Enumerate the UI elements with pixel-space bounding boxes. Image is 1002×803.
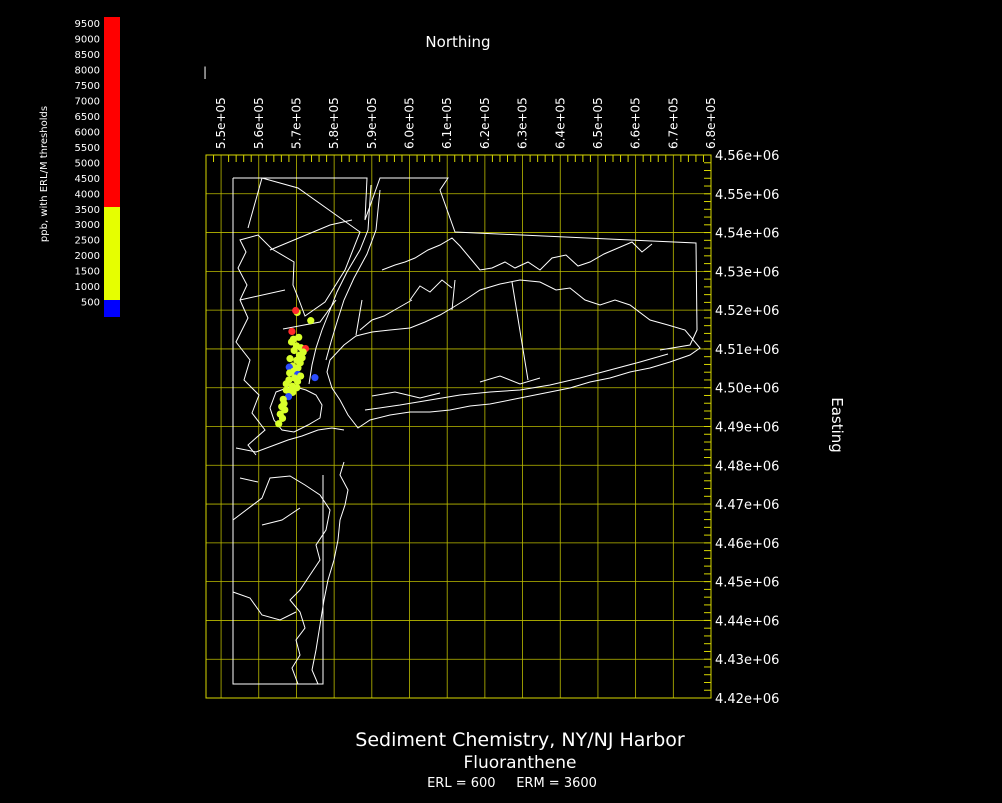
- color-legend: 9500 9000 8500 8000 7500 7000 6500 6000 5500 5000…: [39, 17, 120, 317]
- x-tick-label: 6.1e+05: [440, 97, 454, 149]
- legend-band-erl-erm: [104, 207, 120, 300]
- nj-shore-south: [232, 475, 331, 685]
- y-tick-label: 4.50e+06: [715, 382, 779, 397]
- y-tick-label: 4.55e+06: [715, 188, 779, 203]
- legend-tick-label: 2500: [75, 236, 100, 247]
- y-axis-tick-labels: 4.56e+06 4.55e+06 4.54e+06 4.53e+06 4.52e+06…: [715, 149, 779, 707]
- sample-site-point: [307, 317, 315, 325]
- legend-tick-label: 5000: [75, 158, 100, 169]
- sample-site-point: [287, 338, 296, 346]
- sample-site-point: [292, 306, 300, 315]
- hudson-river-east-bank: [325, 189, 381, 361]
- sample-site-point: [286, 355, 294, 363]
- right-axis-title: Easting: [828, 397, 846, 453]
- sound-north-shore: [359, 237, 653, 331]
- hudson-river-west-bank: [308, 184, 372, 385]
- y-tick-label: 4.47e+06: [715, 498, 779, 513]
- sample-site-point: [281, 406, 289, 414]
- sample-sites: [275, 306, 319, 428]
- coastline-map: [232, 177, 701, 685]
- axis-corner-mark: |: [203, 65, 207, 79]
- axis-minor-ticks: [205, 154, 711, 699]
- sample-site-point: [311, 374, 319, 382]
- nj-interior-lines: [239, 219, 353, 330]
- x-axis-tick-labels: 5.5e+05 5.6e+05 5.7e+05 5.8e+05 5.9e+05 6.0e+…: [214, 97, 718, 149]
- y-tick-label: 4.45e+06: [715, 576, 779, 591]
- x-tick-label: 5.9e+05: [365, 97, 379, 149]
- y-tick-label: 4.46e+06: [715, 537, 779, 552]
- legend-tick-label: 5500: [75, 143, 100, 154]
- y-tick-label: 4.56e+06: [715, 149, 779, 164]
- sample-site-point: [288, 327, 296, 336]
- y-tick-label: 4.52e+06: [715, 304, 779, 319]
- y-tick-label: 4.43e+06: [715, 653, 779, 668]
- legend-band-above-erm: [104, 17, 120, 207]
- legend-tick-label: 8000: [75, 66, 100, 77]
- staten-island: [269, 385, 323, 433]
- mainland-coast: [235, 177, 361, 456]
- sample-site-point: [286, 369, 294, 377]
- x-tick-label: 6.7e+05: [666, 97, 680, 149]
- legend-tick-label: 3000: [75, 220, 100, 231]
- raritan-bay-shore: [235, 427, 349, 685]
- y-tick-label: 4.49e+06: [715, 421, 779, 436]
- legend-tick-label: 4000: [75, 189, 100, 200]
- x-tick-label: 5.6e+05: [252, 97, 266, 149]
- x-tick-label: 6.4e+05: [553, 97, 567, 149]
- y-tick-label: 4.42e+06: [715, 692, 779, 707]
- analyte-subtitle: Fluoranthene: [464, 753, 577, 773]
- x-tick-label: 6.5e+05: [591, 97, 605, 149]
- top-axis-title: Northing: [425, 33, 490, 51]
- legend-tick-label: 1000: [75, 282, 100, 293]
- legend-tick-label: 6000: [75, 127, 100, 138]
- legend-tick-label: 2000: [75, 251, 100, 262]
- legend-tick-label: 500: [81, 298, 100, 309]
- sample-site-point: [290, 346, 298, 355]
- y-tick-label: 4.53e+06: [715, 265, 779, 280]
- x-tick-label: 6.3e+05: [516, 97, 530, 149]
- legend-tick-label: 1500: [75, 267, 100, 278]
- legend-tick-label: 3500: [75, 205, 100, 216]
- sample-site-point: [296, 372, 305, 380]
- legend-tick-label: 6500: [75, 112, 100, 123]
- y-tick-label: 4.44e+06: [715, 614, 779, 629]
- long-island: [326, 279, 701, 429]
- li-interior-lines: [355, 279, 529, 381]
- legend-tick-label: 7500: [75, 81, 100, 92]
- y-tick-label: 4.54e+06: [715, 227, 779, 242]
- sample-site-point: [293, 384, 301, 392]
- sample-site-point: [275, 420, 283, 428]
- x-tick-label: 6.8e+05: [704, 97, 718, 149]
- legend-tick-labels: 9500 9000 8500 8000 7500 7000 6500 6000 5500 5000…: [75, 19, 100, 308]
- coordinate-grid: [206, 154, 712, 699]
- legend-band-below-erl: [104, 300, 120, 317]
- nj-rivers: [232, 477, 301, 621]
- sample-site-point: [278, 414, 287, 422]
- legend-tick-label: 7000: [75, 97, 100, 108]
- legend-title: ppb, with ERL/M thresholds: [39, 106, 50, 242]
- threshold-caption: ERL = 600 ERM = 3600: [427, 776, 597, 791]
- x-tick-label: 6.0e+05: [403, 97, 417, 149]
- sample-site-point: [282, 380, 290, 388]
- great-south-bay: [364, 353, 669, 411]
- legend-tick-label: 9000: [75, 35, 100, 46]
- legend-tick-label: 9500: [75, 19, 100, 30]
- x-tick-label: 6.2e+05: [478, 97, 492, 149]
- legend-tick-label: 4500: [75, 174, 100, 185]
- x-tick-label: 5.8e+05: [327, 97, 341, 149]
- legend-tick-label: 8500: [75, 50, 100, 61]
- sample-site-point: [293, 377, 302, 386]
- y-tick-label: 4.48e+06: [715, 459, 779, 474]
- x-tick-label: 5.7e+05: [289, 97, 303, 149]
- x-tick-label: 5.5e+05: [214, 97, 228, 149]
- map-frame: [205, 154, 712, 699]
- y-tick-label: 4.51e+06: [715, 343, 779, 358]
- figure-title: Sediment Chemistry, NY/NJ Harbor: [355, 729, 685, 751]
- x-tick-label: 6.6e+05: [629, 97, 643, 149]
- survey-region-outline: [232, 177, 698, 685]
